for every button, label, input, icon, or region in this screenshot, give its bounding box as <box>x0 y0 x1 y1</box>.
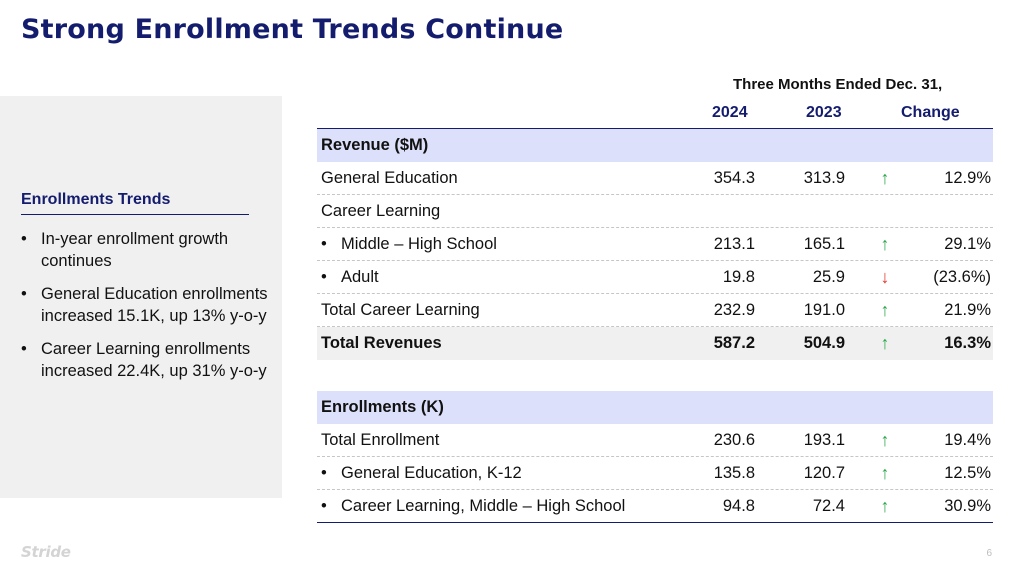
row-label: Enrollments (K) <box>321 391 444 424</box>
table-section-header: Enrollments (K) <box>317 391 993 424</box>
table-row: Total Career Learning 232.9 191.0 ↑ 21.9% <box>317 294 993 327</box>
value-2023: 120.7 <box>803 464 845 482</box>
row-label-text: Career Learning, Middle – High School <box>341 497 626 515</box>
sidebar-content: Enrollments Trends • In-year enrollment g… <box>0 96 282 498</box>
value-2024: 354.3 <box>713 169 755 187</box>
sidebar-bullet: • Career Learning enrollments increased 2… <box>21 338 271 382</box>
value-2024: 19.8 <box>722 268 755 286</box>
table-row: • General Education, K-12 135.8 120.7 ↑ 12.5% <box>317 457 993 490</box>
row-label-text: Enrollments (K) <box>321 398 444 416</box>
arrow-up-icon: ↑ <box>880 496 890 516</box>
page-title: Strong Enrollment Trends Continue <box>21 14 564 45</box>
table-section-header: Revenue ($M) <box>317 129 993 162</box>
row-label: • Career Learning, Middle – High School <box>321 490 625 523</box>
value-2023: 504.9 <box>803 334 845 352</box>
value-2023: 193.1 <box>803 431 845 449</box>
row-label-text: Career Learning <box>321 202 441 220</box>
table-row: Career Learning <box>317 195 993 228</box>
row-bullet: • <box>321 464 327 482</box>
row-label: General Education <box>321 162 458 195</box>
value-2024: 587.2 <box>713 334 755 352</box>
row-label: Total Revenues <box>321 327 442 360</box>
bullet-dot: • <box>21 230 27 248</box>
row-label: Total Career Learning <box>321 294 480 327</box>
table-row: Total Revenues 587.2 504.9 ↑ 16.3% <box>317 327 993 360</box>
value-change: 16.3% <box>944 334 991 352</box>
row-label: • Adult <box>321 261 379 294</box>
period-header: Three Months Ended Dec. 31, <box>733 76 943 93</box>
value-change: 21.9% <box>944 301 991 319</box>
row-label: Total Enrollment <box>321 424 439 457</box>
arrow-up-icon: ↑ <box>880 430 890 450</box>
table-row: • Middle – High School 213.1 165.1 ↑ 29.1% <box>317 228 993 261</box>
row-label-text: General Education, K-12 <box>341 464 522 482</box>
arrow-up-icon: ↑ <box>880 234 890 254</box>
row-label-text: Revenue ($M) <box>321 136 429 154</box>
bullet-dot: • <box>21 340 27 358</box>
arrow-up-icon: ↑ <box>880 333 890 353</box>
column-header-2023: 2023 <box>806 104 842 121</box>
value-2024: 213.1 <box>713 235 755 253</box>
row-label-text: Adult <box>341 268 379 286</box>
financial-table: Revenue ($M) General Education 354.3 313.9 ↑… <box>317 128 993 523</box>
table-row: Total Enrollment 230.6 193.1 ↑ 19.4% <box>317 424 993 457</box>
row-label: • Middle – High School <box>321 228 497 261</box>
row-label-text: Middle – High School <box>341 235 497 253</box>
value-2023: 165.1 <box>803 235 845 253</box>
row-label-text: Total Career Learning <box>321 301 480 319</box>
row-label: • General Education, K-12 <box>321 457 522 490</box>
value-change: 19.4% <box>944 431 991 449</box>
sidebar-heading: Enrollments Trends <box>21 191 249 215</box>
value-change: 29.1% <box>944 235 991 253</box>
arrow-up-icon: ↑ <box>880 300 890 320</box>
page-number: 6 <box>986 548 992 559</box>
sidebar-bullet-text: In-year enrollment growth continues <box>41 230 229 270</box>
column-header-2024: 2024 <box>712 104 748 121</box>
arrow-down-icon: ↓ <box>880 267 890 287</box>
value-change: (23.6%) <box>933 268 991 286</box>
trends-sidebar <box>0 96 282 498</box>
value-change: 30.9% <box>944 497 991 515</box>
sidebar-bullet: • In-year enrollment growth continues <box>21 228 271 272</box>
row-bullet: • <box>321 268 327 286</box>
value-2023: 72.4 <box>812 497 845 515</box>
stride-logo: Stride <box>21 543 71 561</box>
row-label-text: General Education <box>321 169 458 187</box>
row-bullet: • <box>321 235 327 253</box>
bullet-dot: • <box>21 285 27 303</box>
value-2023: 191.0 <box>803 301 845 319</box>
row-label-text: Total Enrollment <box>321 431 440 449</box>
row-label-text: Total Revenues <box>321 334 442 352</box>
value-2024: 232.9 <box>713 301 755 319</box>
row-label: Revenue ($M) <box>321 129 428 162</box>
arrow-up-icon: ↑ <box>880 463 890 483</box>
value-change: 12.5% <box>944 464 991 482</box>
value-change: 12.9% <box>944 169 991 187</box>
value-2023: 25.9 <box>812 268 845 286</box>
row-label: Career Learning <box>321 195 440 228</box>
column-header-change: Change <box>901 104 960 121</box>
table-row: General Education 354.3 313.9 ↑ 12.9% <box>317 162 993 195</box>
sidebar-bullet-text: General Education enrollments increased … <box>41 285 268 325</box>
value-2024: 94.8 <box>722 497 755 515</box>
sidebar-bullet: • General Education enrollments increased… <box>21 283 271 327</box>
value-2023: 313.9 <box>803 169 845 187</box>
sidebar-bullet-text: Career Learning enrollments increased 22… <box>41 340 267 380</box>
arrow-up-icon: ↑ <box>880 168 890 188</box>
value-2024: 230.6 <box>713 431 755 449</box>
table-row: • Adult 19.8 25.9 ↓ (23.6%) <box>317 261 993 294</box>
row-bullet: • <box>321 497 327 515</box>
value-2024: 135.8 <box>713 464 755 482</box>
sidebar-bullet-list: • In-year enrollment growth continues • Gen… <box>21 228 271 393</box>
table-spacer <box>317 360 993 391</box>
table-row: • Career Learning, Middle – High School 94… <box>317 490 993 523</box>
